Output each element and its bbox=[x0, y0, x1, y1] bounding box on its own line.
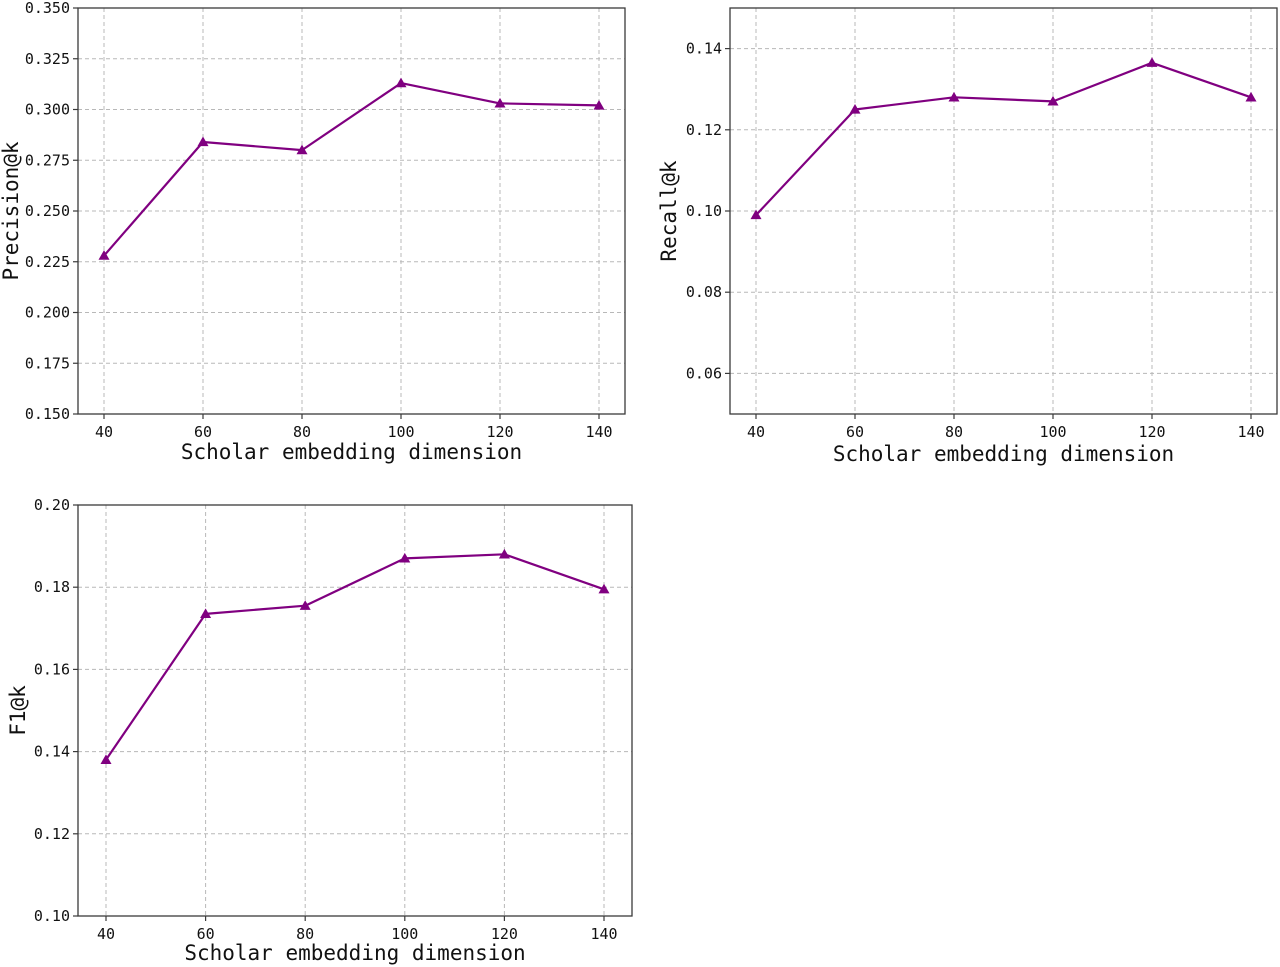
data-point-marker bbox=[399, 552, 411, 563]
y-tick-label: 0.225 bbox=[25, 253, 70, 271]
data-point-marker bbox=[593, 99, 605, 110]
x-tick-label: 40 bbox=[747, 423, 765, 441]
y-tick-label: 0.275 bbox=[25, 151, 70, 169]
x-tick-label: 120 bbox=[491, 925, 518, 943]
y-tick-label: 0.14 bbox=[686, 40, 722, 58]
y-tick-label: 0.18 bbox=[34, 578, 70, 596]
data-point-marker bbox=[197, 136, 209, 147]
x-tick-label: 100 bbox=[387, 423, 414, 441]
x-tick-label: 80 bbox=[945, 423, 963, 441]
x-tick-label: 120 bbox=[486, 423, 513, 441]
chart-panel-2: 40 60 80 100 120 140 0.06 0.08 0.10 0.12 0.14 Schol… bbox=[657, 7, 1278, 466]
y-axis-label: F1@k bbox=[6, 685, 30, 736]
y-tick-label: 0.175 bbox=[25, 354, 70, 372]
y-tick-label: 0.20 bbox=[34, 496, 70, 514]
x-tick-label: 100 bbox=[391, 925, 418, 943]
data-point-marker bbox=[100, 754, 112, 764]
plot-frame bbox=[77, 504, 633, 917]
series-line bbox=[105, 553, 605, 761]
x-tick-label: 60 bbox=[194, 423, 212, 441]
y-tick-label: 0.150 bbox=[25, 405, 70, 423]
data-point-marker bbox=[98, 250, 110, 260]
y-tick-label: 0.300 bbox=[25, 101, 70, 119]
y-tick-label: 0.06 bbox=[686, 364, 722, 382]
x-tick-label: 100 bbox=[1039, 423, 1066, 441]
series-line bbox=[755, 61, 1252, 216]
y-tick-label: 0.12 bbox=[34, 825, 70, 843]
y-tick-label: 0.16 bbox=[34, 660, 70, 678]
y-axis-label: Precision@k bbox=[0, 141, 23, 280]
x-tick-label: 80 bbox=[296, 925, 314, 943]
data-point-marker bbox=[750, 209, 762, 220]
y-tick-label: 0.14 bbox=[34, 743, 70, 761]
x-tick-label: 40 bbox=[97, 925, 115, 943]
chart-panel-1: 40 60 80 100 120 140 0.150 0.175 0.200 0.225 0.250… bbox=[0, 0, 626, 464]
x-tick-label: 60 bbox=[846, 423, 864, 441]
data-point-marker bbox=[200, 608, 212, 619]
y-tick-label: 0.200 bbox=[25, 304, 70, 322]
x-tick-label: 120 bbox=[1138, 423, 1165, 441]
y-tick-label: 0.10 bbox=[686, 202, 722, 220]
y-tick-label: 0.350 bbox=[25, 0, 70, 17]
y-tick-label: 0.12 bbox=[686, 121, 722, 139]
x-axis-label: Scholar embedding dimension bbox=[833, 442, 1174, 466]
data-point-marker bbox=[395, 77, 407, 88]
data-point-marker bbox=[1245, 91, 1257, 102]
x-tick-label: 140 bbox=[1237, 423, 1264, 441]
x-axis-label: Scholar embedding dimension bbox=[184, 941, 525, 965]
data-point-marker bbox=[1047, 95, 1059, 106]
data-point-marker bbox=[849, 104, 861, 114]
y-tick-label: 0.325 bbox=[25, 50, 70, 68]
data-point-marker bbox=[299, 600, 311, 610]
y-tick-label: 0.250 bbox=[25, 202, 70, 220]
data-point-marker bbox=[498, 548, 510, 559]
data-point-marker bbox=[598, 583, 610, 594]
x-tick-label: 80 bbox=[293, 423, 311, 441]
y-tick-label: 0.10 bbox=[34, 907, 70, 925]
data-point-marker bbox=[296, 144, 308, 155]
data-point-marker bbox=[1146, 57, 1158, 67]
x-axis-label: Scholar embedding dimension bbox=[181, 440, 522, 464]
x-tick-label: 60 bbox=[197, 925, 215, 943]
data-point-marker bbox=[948, 91, 960, 102]
x-tick-label: 40 bbox=[95, 423, 113, 441]
data-point-marker bbox=[494, 97, 506, 108]
y-axis-label: Recall@k bbox=[657, 160, 681, 262]
chart-panel-3: 40 60 80 100 120 140 0.10 0.12 0.14 0.16 0.18 0.20 S… bbox=[6, 496, 633, 965]
series-line bbox=[103, 81, 600, 257]
y-tick-label: 0.08 bbox=[686, 283, 722, 301]
x-tick-label: 140 bbox=[590, 925, 617, 943]
x-tick-label: 140 bbox=[585, 423, 612, 441]
